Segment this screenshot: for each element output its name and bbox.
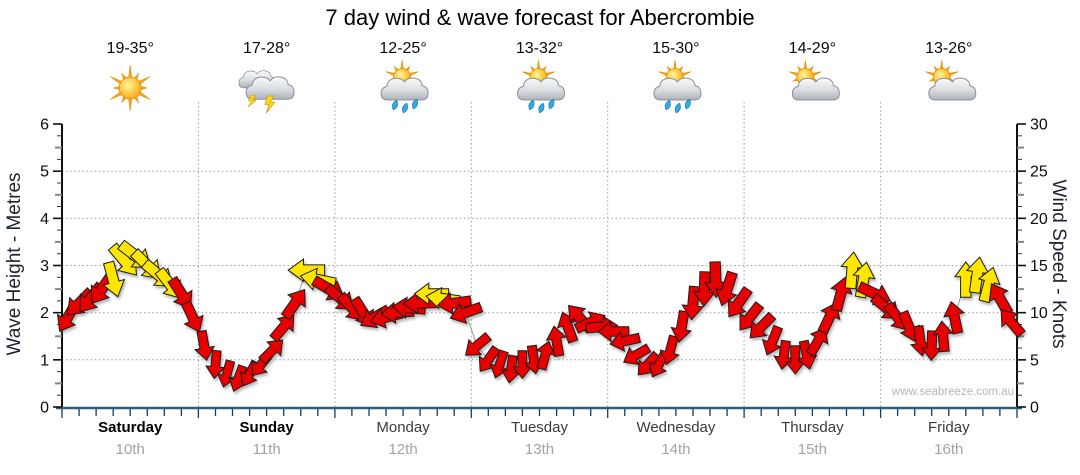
weather-icon-sunny [110, 64, 151, 112]
wind-arrow [449, 301, 484, 325]
wind-arrow [817, 302, 841, 335]
temp-range: 13-32° [515, 40, 564, 57]
wind-arrow [659, 334, 680, 366]
weather-icon-rain [380, 59, 429, 114]
day-date: 13th [524, 441, 555, 458]
day-date: 12th [388, 441, 418, 458]
temp-range: 14-29° [788, 40, 837, 57]
day-date: 14th [661, 441, 691, 458]
wave-tick-label: 1 [40, 352, 49, 369]
wind-arrow [805, 327, 829, 357]
day-name: Sunday [239, 419, 294, 436]
day-date: 11th [252, 441, 281, 458]
knot-tick-label: 15 [1030, 258, 1048, 275]
wind-arrow [287, 258, 326, 283]
wave-tick-label: 5 [40, 164, 49, 181]
wind-arrow [465, 331, 492, 356]
wind-arrow [715, 270, 738, 307]
temp-range: 13-26° [925, 40, 973, 57]
knot-tick-label: 10 [1030, 305, 1048, 322]
wind-arrow [180, 300, 204, 333]
wind-arrow [258, 339, 284, 365]
weather-icon-rain [653, 59, 702, 114]
wind-arrow [597, 320, 630, 343]
wind-arrow-series [56, 239, 1026, 392]
wind-arrow [749, 311, 777, 339]
weather-icon-rain [516, 59, 566, 114]
weather-icon-partly-cloudy [789, 59, 840, 101]
wind-arrow [280, 288, 306, 321]
wind-arrow [932, 320, 954, 353]
day-name: Tuesday [511, 419, 568, 436]
weather-icon-partly-cloudy [925, 59, 977, 101]
wind-arrow [977, 266, 1001, 304]
wind-arrow [727, 285, 753, 318]
wind-arrow [796, 339, 818, 370]
day-name: Friday [927, 419, 970, 436]
wind-arrow [102, 260, 126, 298]
wind-speed-axis-label: Wind Speed - Knots [1048, 179, 1069, 349]
day-date: 10th [115, 441, 145, 458]
wind-arrow [436, 292, 472, 315]
wind-arrow [943, 300, 966, 335]
wind-arrow [670, 310, 693, 343]
temp-range: 19-35° [106, 40, 154, 57]
wind-arrow [167, 275, 193, 310]
wave-tick-label: 0 [40, 400, 49, 417]
wind-arrow [269, 314, 295, 343]
day-name: Thursday [781, 419, 844, 436]
knot-tick-label: 0 [1030, 400, 1039, 417]
chart-title: 7 day wind & wave forecast for Abercromb… [325, 5, 755, 30]
day-date: 16th [934, 441, 964, 458]
wave-tick-label: 6 [40, 117, 49, 134]
knot-tick-label: 5 [1030, 352, 1039, 369]
knot-tick-label: 20 [1030, 211, 1048, 228]
wind-arrow [1000, 309, 1026, 338]
temp-range: 17-28° [242, 40, 291, 57]
weather-icon-thunderstorms [238, 70, 295, 114]
wave-tick-label: 3 [40, 258, 49, 275]
wave-tick-label: 2 [40, 305, 49, 322]
wind-arrow [545, 325, 567, 358]
temp-range: 15-30° [652, 40, 700, 57]
wave-height-axis-label: Wave Height - Metres [4, 172, 25, 356]
day-date: 15th [797, 441, 827, 458]
watermark: www.seabreeze.com.au [891, 386, 1014, 398]
wind-arrow [609, 330, 642, 352]
knot-tick-label: 30 [1030, 117, 1048, 134]
day-name: Saturday [98, 419, 163, 436]
day-name: Wednesday [636, 419, 716, 436]
wind-arrow [193, 329, 215, 362]
wave-tick-label: 4 [40, 211, 49, 228]
day-name: Monday [376, 419, 430, 436]
knot-tick-label: 25 [1030, 164, 1048, 181]
temp-range: 12-25° [379, 40, 427, 57]
wind-arrow [761, 324, 784, 356]
